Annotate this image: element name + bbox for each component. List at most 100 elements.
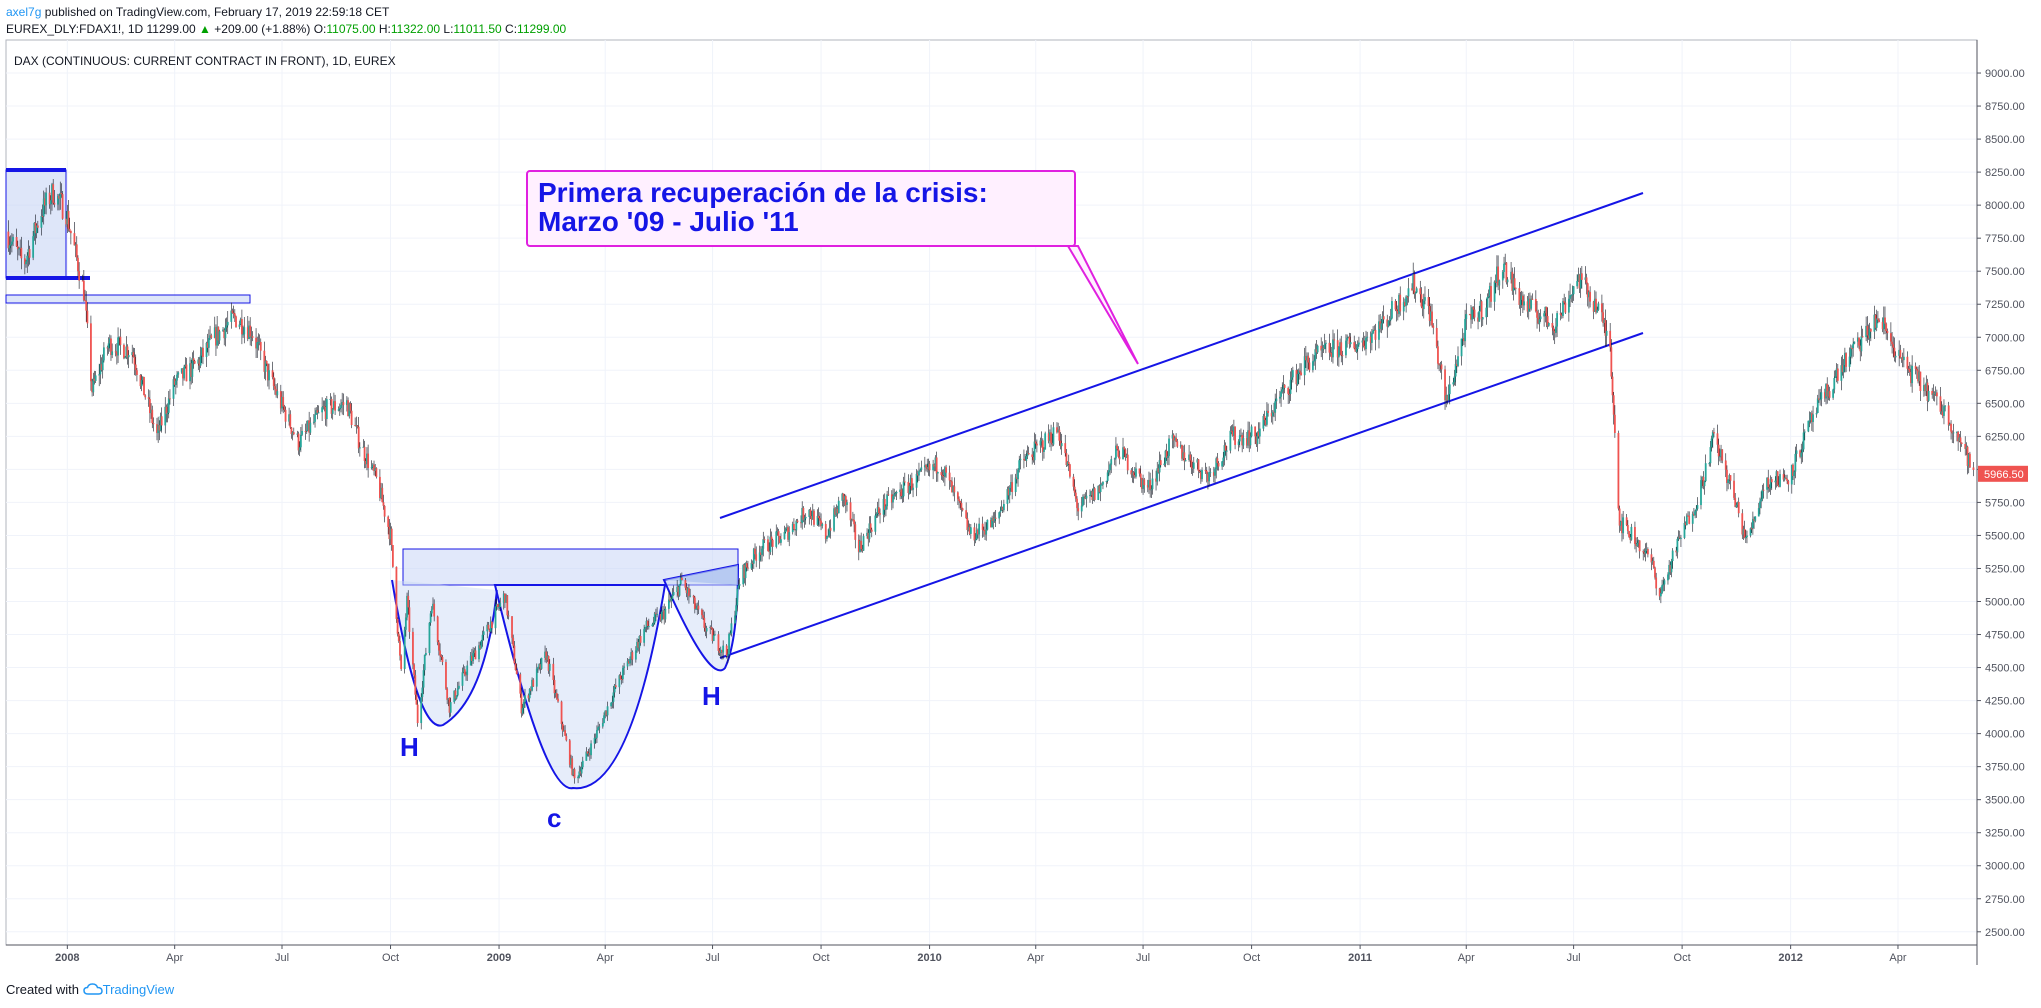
candle-body: [993, 517, 996, 521]
tradingview-brand[interactable]: TradingView: [102, 982, 175, 997]
candle-body: [387, 516, 390, 527]
x-tick-label: Jul: [1136, 952, 1150, 964]
candle-body: [44, 198, 46, 206]
candle-body: [829, 527, 832, 531]
time-axis[interactable]: 2008 Apr Jul Oct 2009 Apr Jul Oct 2010 Apr Jul Oct 2…: [6, 944, 1977, 964]
candle-body: [1270, 412, 1273, 417]
x-tick-label: 2008: [55, 952, 79, 964]
y-tick-label: 2500.00: [1985, 927, 2025, 939]
candle-body: [1934, 392, 1937, 395]
candle-body: [1065, 453, 1068, 466]
candle-body: [395, 566, 398, 619]
candle-body: [192, 358, 195, 361]
candle-body: [926, 466, 929, 470]
candle-body: [1543, 313, 1546, 317]
candle-body: [784, 529, 787, 532]
candle-body: [1836, 368, 1839, 381]
candle-body: [1744, 536, 1747, 539]
candle-body: [1701, 476, 1704, 481]
candle-body: [604, 710, 607, 716]
candle-body: [1635, 544, 1638, 547]
candle-body: [114, 351, 117, 353]
candle-body: [1753, 518, 1755, 521]
candle-body: [1603, 320, 1606, 324]
label-head: c: [547, 803, 561, 833]
candle-body: [696, 605, 699, 609]
candle-body: [103, 347, 105, 361]
candle-body: [684, 580, 687, 588]
candle-body: [1605, 330, 1608, 336]
candle-body: [98, 374, 101, 376]
candle-body: [1634, 526, 1636, 545]
candle-body: [1333, 339, 1336, 341]
candle-body: [1242, 438, 1245, 446]
candle-body: [1047, 433, 1050, 441]
candle-body: [68, 228, 71, 231]
candle-body: [755, 554, 758, 561]
candle-body: [933, 464, 936, 467]
pattern-drawings[interactable]: [5, 168, 1644, 790]
candle-body: [1511, 271, 1514, 291]
candle-body: [200, 347, 203, 356]
x-tick-label: Jul: [1567, 952, 1581, 964]
candle-body: [403, 629, 406, 670]
candle-body: [263, 350, 266, 372]
candle-body: [1919, 371, 1922, 392]
candle-body: [23, 258, 26, 265]
candle-body: [1669, 564, 1672, 573]
x-tick-label: 2011: [1348, 952, 1372, 964]
candle-body: [1589, 291, 1592, 302]
candle-body: [446, 688, 449, 700]
price-axis[interactable]: 2500.00 2750.00 3000.00 3250.00 3500.00 3750.…: [1976, 40, 2025, 965]
candle-body: [330, 398, 333, 414]
candle-body: [948, 472, 951, 481]
candle-body: [425, 653, 427, 655]
candle-body: [1146, 485, 1149, 488]
candle-body: [16, 246, 19, 250]
candle-body: [437, 642, 440, 651]
candle-body: [1812, 414, 1814, 423]
candle-body: [246, 327, 249, 339]
candle-body: [1340, 342, 1343, 356]
candle-body: [1960, 442, 1963, 444]
candle-body: [69, 230, 72, 234]
candle-body: [877, 507, 880, 514]
candle-body: [1176, 441, 1179, 447]
candle-body: [735, 605, 738, 616]
candle-body: [305, 430, 308, 432]
candle-body: [1306, 355, 1308, 361]
candle-body: [768, 550, 771, 553]
candle-body: [58, 195, 60, 199]
candle-body: [795, 520, 798, 531]
candle-body: [736, 588, 739, 606]
author-link[interactable]: axel7g: [6, 5, 42, 19]
candle-body: [923, 465, 926, 468]
candle-body: [545, 651, 548, 660]
candle-body: [1125, 454, 1128, 458]
candle-body: [1940, 411, 1943, 413]
candle-body: [362, 446, 365, 448]
candle-body: [414, 675, 417, 695]
candle-body: [20, 247, 23, 259]
candle-body: [656, 613, 659, 615]
candle-body: [1399, 294, 1402, 312]
candle-body: [1579, 273, 1582, 289]
candle-body: [1182, 452, 1185, 459]
tradingview-logo[interactable]: TradingView: [82, 982, 175, 997]
candle-body: [1322, 348, 1325, 350]
candle-body: [1802, 432, 1805, 450]
y-tick-label: 5000.00: [1985, 596, 2025, 608]
candle-body: [1867, 335, 1870, 339]
candle-body: [75, 244, 78, 258]
candle-body: [132, 352, 135, 357]
candle-body: [1457, 356, 1459, 366]
candle-body: [1262, 416, 1265, 429]
candle-body: [1036, 443, 1038, 446]
candle-body: [1464, 318, 1466, 342]
candle-body: [581, 760, 584, 768]
candle-body: [1116, 445, 1119, 450]
candle-body: [1481, 317, 1484, 320]
candle-body: [309, 422, 312, 433]
callout-annotation[interactable]: Primera recuperación de la crisis: Marzo…: [526, 170, 1139, 365]
